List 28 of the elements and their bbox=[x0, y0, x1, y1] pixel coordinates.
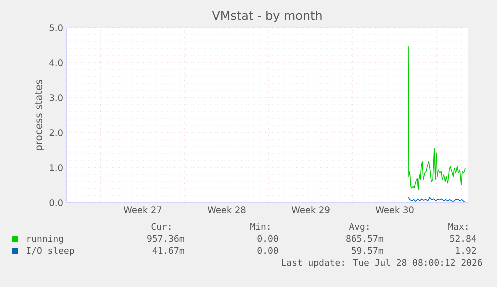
text: 865.57m bbox=[346, 235, 384, 242]
text: 59.57m bbox=[352, 247, 384, 254]
y-axis-title: process states bbox=[35, 80, 44, 151]
text: 0.00 bbox=[258, 247, 278, 254]
legend-label: running bbox=[28, 235, 64, 244]
text: 41.67m bbox=[152, 247, 184, 254]
text: 52.84 bbox=[450, 235, 476, 242]
text: Avg: bbox=[349, 223, 369, 232]
line-series bbox=[408, 46, 466, 190]
y-tick-label: 1.0 bbox=[50, 164, 63, 172]
y-tick-label: 0.0 bbox=[50, 200, 63, 206]
legend-label: I/O sleep bbox=[27, 247, 74, 256]
text: Max: bbox=[448, 223, 468, 230]
x-tick-label: Week 28 bbox=[208, 206, 246, 214]
x-tick-label: Week 30 bbox=[376, 206, 414, 214]
chart-title: VMstat - by month bbox=[212, 10, 322, 22]
text: 0.00 bbox=[258, 235, 278, 242]
x-tick-label: Week 27 bbox=[124, 206, 162, 214]
text: Min: bbox=[250, 223, 270, 230]
text: Cur: bbox=[152, 223, 171, 230]
text: Last update: Tue Jul 28 08:00:12 2026 bbox=[282, 259, 482, 268]
text: 1.92 bbox=[456, 247, 476, 254]
y-tick-label: 3.0 bbox=[50, 94, 63, 102]
text: 957.36m bbox=[148, 235, 184, 242]
y-tick-label: 2.0 bbox=[50, 130, 63, 136]
y-tick-label: 5.0 bbox=[50, 24, 63, 32]
x-tick-label: Week 29 bbox=[292, 206, 330, 214]
y-tick-label: 4.0 bbox=[50, 60, 63, 66]
